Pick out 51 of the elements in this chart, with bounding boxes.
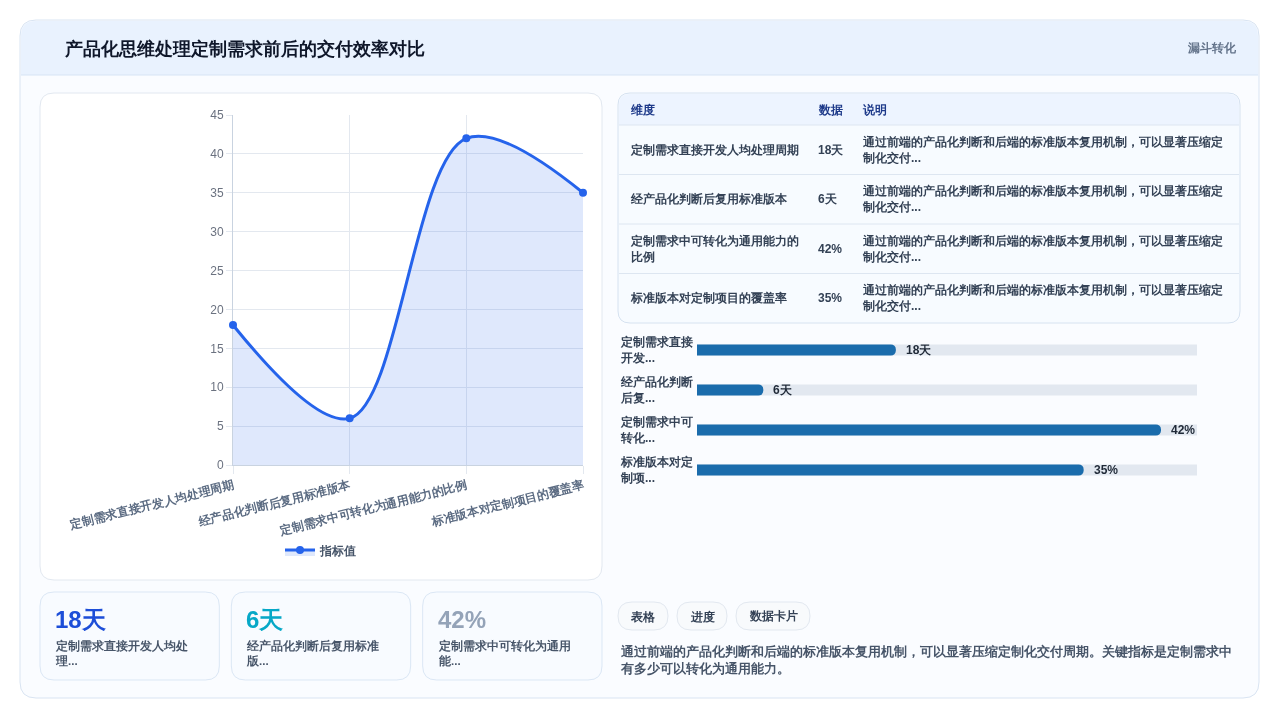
text: 通过前端的产品化判断和后端的标准版本复用机制，可以显著压缩定制化交付... [862, 283, 1223, 313]
category-label: 6天 [246, 606, 284, 633]
data-label: 18天 [906, 343, 933, 357]
category-label: 数据卡片 [749, 609, 798, 623]
text: 说明 [862, 103, 887, 117]
category-label: 经产品化判断后复用标准版本 [630, 192, 788, 206]
text: 通过前端的产品化判断和后端的标准版本复用机制，可以显著压缩定制化交付周期。关键指标是定制需求中有多少可以转化为通用能力。 [620, 644, 1232, 676]
y-tick-label: 0 [216, 458, 224, 473]
y-tick-label: 10 [210, 380, 224, 395]
y-tick-label: 定制需求中可转化... [620, 415, 693, 445]
category-label: 18天 [55, 606, 106, 633]
y-tick-label: 30 [210, 224, 224, 239]
category-label: 标准版本对定制项目的覆盖率 [630, 291, 787, 305]
bar [697, 384, 764, 396]
point [462, 134, 471, 143]
y-tick-label: 15 [210, 341, 224, 356]
text: 定制需求中可转化为通用能... [438, 639, 571, 667]
category-label: 42% [438, 606, 487, 633]
data-label: 35% [1094, 463, 1119, 477]
y-tick-label: 经产品化判断后复... [620, 375, 693, 405]
y-tick-label: 40 [210, 147, 224, 162]
point [579, 188, 587, 197]
text: 产品化思维处理定制需求前后的交付效率对比 [64, 39, 425, 59]
text: 维度 [630, 103, 655, 117]
category-label: 6天 [818, 192, 838, 206]
text: 通过前端的产品化判断和后端的标准版本复用机制，可以显著压缩定制化交付... [862, 184, 1223, 214]
text: 漏斗转化 [1187, 41, 1237, 55]
text: 定制需求直接开发人均处理... [55, 639, 188, 667]
y-tick-label: 20 [210, 302, 224, 317]
y-tick-label: 定制需求直接开发... [620, 335, 693, 365]
text: 数据 [818, 103, 843, 117]
y-tick-label: 35 [210, 185, 224, 200]
category-label: 定制需求直接开发人均处理周期 [630, 143, 799, 157]
category-label: 进度 [690, 610, 715, 623]
text: 35% [818, 291, 843, 305]
y-tick-label: 5 [216, 419, 224, 434]
category-label: 定制需求中可转化为通用能力的比例 [630, 234, 799, 264]
data-label: 42% [1171, 423, 1196, 437]
text: 通过前端的产品化判断和后端的标准版本复用机制，可以显著压缩定制化交付... [862, 234, 1223, 264]
data-label: 6天 [773, 383, 793, 397]
point [345, 414, 354, 423]
text: 通过前端的产品化判断和后端的标准版本复用机制，可以显著压缩定制化交付... [862, 135, 1223, 165]
y-tick-label: 标准版本对定制项... [620, 455, 693, 485]
point [229, 321, 237, 329]
category-label: 42% [818, 242, 843, 256]
category-label: 18天 [818, 143, 845, 157]
legend-label: 指标值 [319, 543, 356, 558]
y-tick-label: 25 [210, 263, 224, 278]
y-tick-label: 45 [210, 108, 224, 123]
category-label: 表格 [630, 610, 656, 623]
text: 经产品化判断后复用标准版... [246, 639, 379, 667]
